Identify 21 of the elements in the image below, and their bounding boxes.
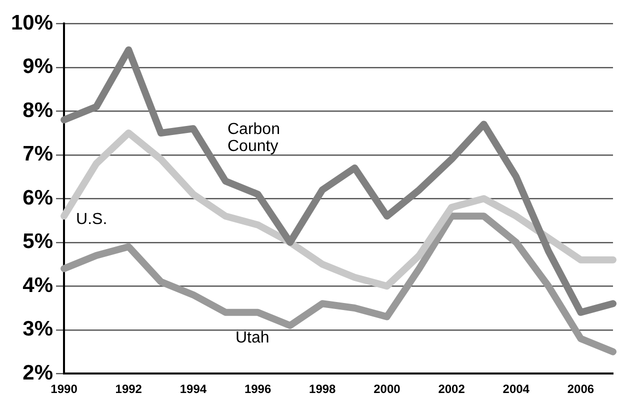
x-tick-label: 1998 [309,382,336,396]
y-tick-label: 9% [22,55,54,78]
x-tick-label: 2004 [502,382,530,396]
y-tick-label: 3% [22,318,54,341]
y-tick-label: 10% [11,11,54,34]
y-tick-label: 2% [22,361,54,384]
x-tick-label: 1996 [244,382,272,396]
x-tick-label: 1990 [50,382,78,396]
x-tick-label: 1992 [115,382,142,396]
y-tick-label: 5% [22,230,54,254]
x-tick-label: 2002 [438,382,466,396]
series-label: Carbon County [227,121,280,156]
x-tick-label: 2006 [567,382,594,396]
x-tick-label: 2000 [374,382,401,396]
y-tick-label: 7% [22,142,54,166]
series-label: Utah [235,329,270,346]
y-tick-label: 8% [22,98,54,122]
series-label: U.S. [76,211,108,228]
y-tick-label: 6% [22,186,54,210]
x-tick-label: 1994 [180,382,207,396]
y-tick-label: 4% [22,274,54,297]
